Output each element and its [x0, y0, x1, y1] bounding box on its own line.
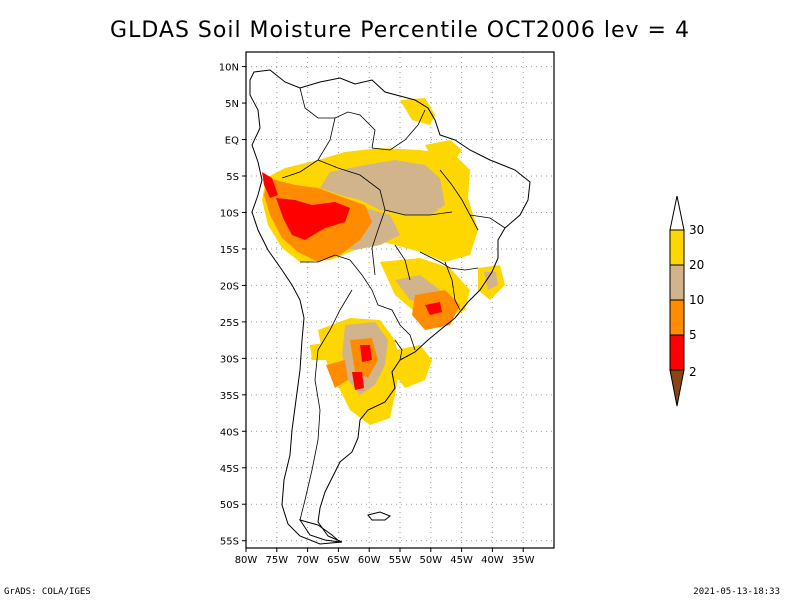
tierra-del-fuego-outline: [298, 519, 342, 543]
lon-tick-label: 80W: [235, 555, 258, 566]
map-title: GLDAS Soil Moisture Percentile OCT2006 l…: [110, 18, 690, 43]
lat-tick-label: 25S: [220, 318, 239, 329]
shade-south-red-2: [352, 372, 364, 390]
lat-tick-label: 45S: [220, 464, 239, 475]
lat-tick-label: 15S: [220, 245, 239, 256]
lon-tick-label: 50W: [419, 555, 442, 566]
colorbar-label-10: 10: [689, 293, 704, 307]
falklands-outline: [367, 511, 391, 521]
colorbar-label-30: 30: [689, 223, 704, 237]
shade-west-red-2: [262, 172, 278, 198]
longitude-labels: 80W 75W 70W 65W 60W 55W 50W 45W 40W 35W: [235, 548, 535, 566]
shade-west-red: [276, 198, 350, 240]
lat-tick-label: 50S: [220, 500, 239, 511]
lat-tick-label: 20S: [220, 281, 239, 292]
latitude-labels: 10N 5N EQ 5S 10S 15S 20S 25S 30S 35S 40S 45S 50S 55S: [219, 63, 246, 548]
shade-east-tan: [484, 272, 498, 290]
gridlines: [245, 52, 554, 548]
lon-tick-label: 60W: [358, 555, 381, 566]
lon-tick-label: 75W: [265, 555, 288, 566]
shading-layer: [262, 98, 505, 425]
shade-south-red: [360, 345, 372, 362]
lat-tick-label: 5N: [225, 99, 239, 110]
footer-credit: GrADS: COLA/IGES: [4, 587, 91, 597]
shade-ne-yellow: [400, 98, 435, 125]
shade-argentina-orange: [326, 360, 348, 388]
south-america-coastline: [249, 69, 531, 545]
colorbar-box-tan: [669, 264, 685, 301]
colorbar-bottom-triangle: [669, 369, 685, 407]
lon-tick-label: 45W: [450, 555, 473, 566]
lat-tick-label: EQ: [225, 136, 239, 147]
coastline-layer: [249, 69, 531, 545]
colorbar-box-orange: [669, 299, 685, 336]
lon-tick-label: 40W: [481, 555, 504, 566]
lat-tick-label: 30S: [220, 354, 239, 365]
lat-tick-label: 40S: [220, 427, 239, 438]
lat-tick-label: 10S: [220, 208, 239, 219]
lon-tick-label: 65W: [327, 555, 350, 566]
lon-tick-label: 35W: [512, 555, 535, 566]
colorbar-box-red: [669, 334, 685, 371]
colorbar-label-5: 5: [689, 328, 697, 342]
shade-north-tan: [320, 160, 445, 215]
plot-frame: [245, 51, 555, 549]
lat-tick-label: 35S: [220, 391, 239, 402]
country-borders: [281, 87, 506, 521]
colorbar: 30 20 10 5 2: [669, 195, 704, 407]
lat-tick-label: 5S: [226, 172, 239, 183]
colorbar-top-triangle: [669, 195, 685, 231]
shade-ne-yellow-2: [425, 140, 462, 160]
lon-tick-label: 55W: [389, 555, 412, 566]
lat-tick-label: 10N: [219, 63, 239, 74]
lat-tick-label: 55S: [220, 537, 239, 548]
shade-southeast-red: [425, 302, 442, 315]
lon-tick-label: 70W: [296, 555, 319, 566]
colorbar-box-yellow: [669, 229, 685, 266]
shade-uruguay-yellow: [395, 345, 432, 388]
footer-timestamp: 2021-05-13-18:33: [693, 587, 780, 597]
colorbar-label-20: 20: [689, 258, 704, 272]
colorbar-label-2: 2: [689, 365, 697, 379]
